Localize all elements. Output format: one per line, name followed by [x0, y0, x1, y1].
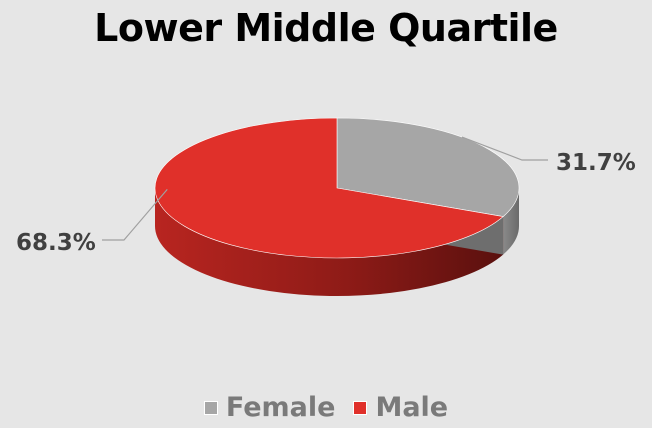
data-label-male: 68.3%: [16, 230, 96, 256]
legend-swatch-female: [203, 400, 218, 415]
legend: Female Male: [0, 392, 652, 423]
legend-label-male: Male: [375, 392, 449, 423]
leader-line-male: [102, 188, 168, 241]
legend-swatch-male: [353, 400, 368, 415]
data-label-female: 31.7%: [556, 150, 636, 176]
legend-item-male: Male: [353, 392, 448, 423]
legend-item-female: Female: [203, 392, 336, 423]
leader-line-female: [461, 136, 548, 161]
pie-side-male: [155, 188, 504, 297]
pie-slice-female: [336, 117, 520, 217]
legend-label-female: Female: [225, 392, 336, 423]
chart-title: Lower Middle Quartile: [94, 6, 558, 50]
pie-slice-male: [154, 117, 504, 259]
pie-side-female: [503, 188, 519, 255]
